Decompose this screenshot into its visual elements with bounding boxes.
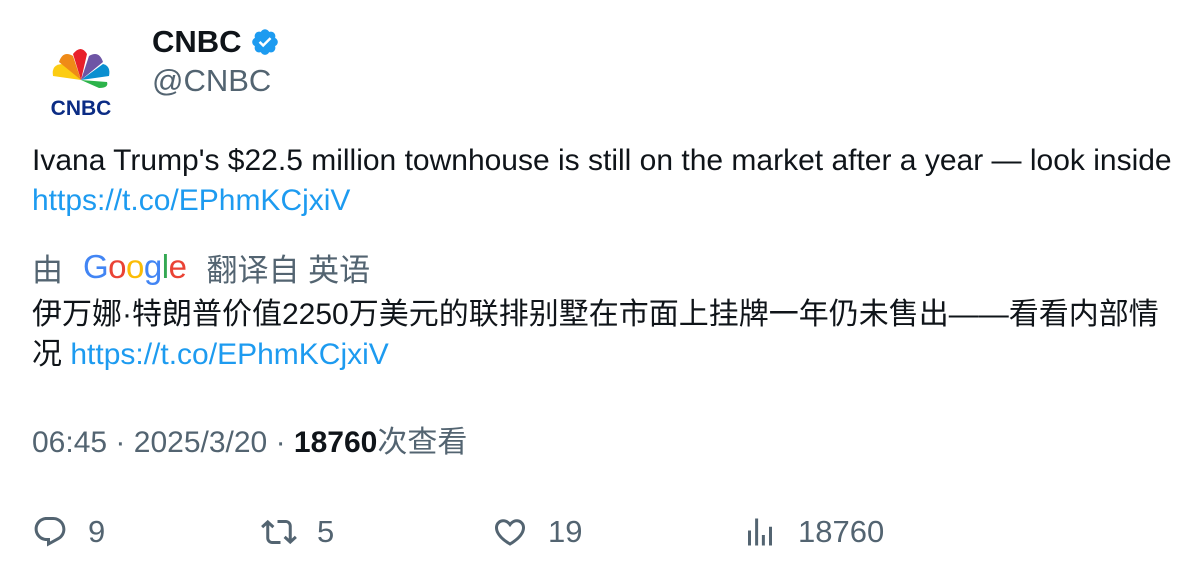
tweet-link[interactable]: https://t.co/EPhmKCjxiV [32, 184, 351, 217]
heart-icon [492, 514, 528, 550]
author-handle[interactable]: @CNBC [152, 63, 272, 98]
translation-prefix: 由 [32, 252, 63, 288]
reply-count: 9 [88, 514, 106, 549]
retweet-count: 5 [317, 514, 335, 549]
tweet-text: Ivana Trump's $22.5 million townhouse is… [32, 141, 1172, 221]
translated-body: 伊万娜·特朗普价值2250万美元的联排别墅在市面上挂牌一年仍未售出——看看内部情… [32, 298, 1159, 371]
author-display-name[interactable]: CNBC [152, 24, 242, 59]
translated-text: 伊万娜·特朗普价值2250万美元的联排别墅在市面上挂牌一年仍未售出——看看内部情… [32, 295, 1172, 375]
translation-suffix: 翻译自 英语 [206, 252, 371, 288]
analytics-icon [742, 514, 778, 550]
author-name-row: CNBC [152, 24, 280, 60]
action-bar: 9 5 19 18760 [0, 510, 1196, 554]
like-button[interactable]: 19 [492, 510, 582, 554]
cnbc-peacock-logo: CNBC [33, 28, 129, 124]
translation-attribution: 由 Google 翻译自 英语 [32, 246, 370, 288]
translated-link[interactable]: https://t.co/EPhmKCjxiV [70, 338, 389, 371]
meta-separator: · [275, 426, 286, 459]
meta-separator: · [115, 426, 126, 459]
tweet-time[interactable]: 06:45 [32, 426, 108, 459]
retweet-icon [261, 514, 297, 550]
like-count: 19 [548, 514, 583, 549]
views-label: 次查看 [377, 426, 468, 459]
views-count: 18760 [293, 426, 378, 459]
retweet-button[interactable]: 5 [261, 510, 334, 554]
views-action-count: 18760 [798, 514, 885, 549]
svg-text:CNBC: CNBC [51, 97, 112, 120]
reply-button[interactable]: 9 [32, 510, 105, 554]
google-logo: Google [83, 248, 187, 285]
verified-badge-icon [250, 27, 280, 57]
avatar[interactable]: CNBC [33, 28, 129, 124]
tweet-meta: 06:45 · 2025/3/20 · 18760次查看 [32, 423, 467, 463]
tweet-date[interactable]: 2025/3/20 [133, 426, 268, 459]
reply-icon [32, 514, 68, 550]
views-button[interactable]: 18760 [742, 510, 884, 554]
tweet-body: Ivana Trump's $22.5 million townhouse is… [32, 144, 1172, 177]
